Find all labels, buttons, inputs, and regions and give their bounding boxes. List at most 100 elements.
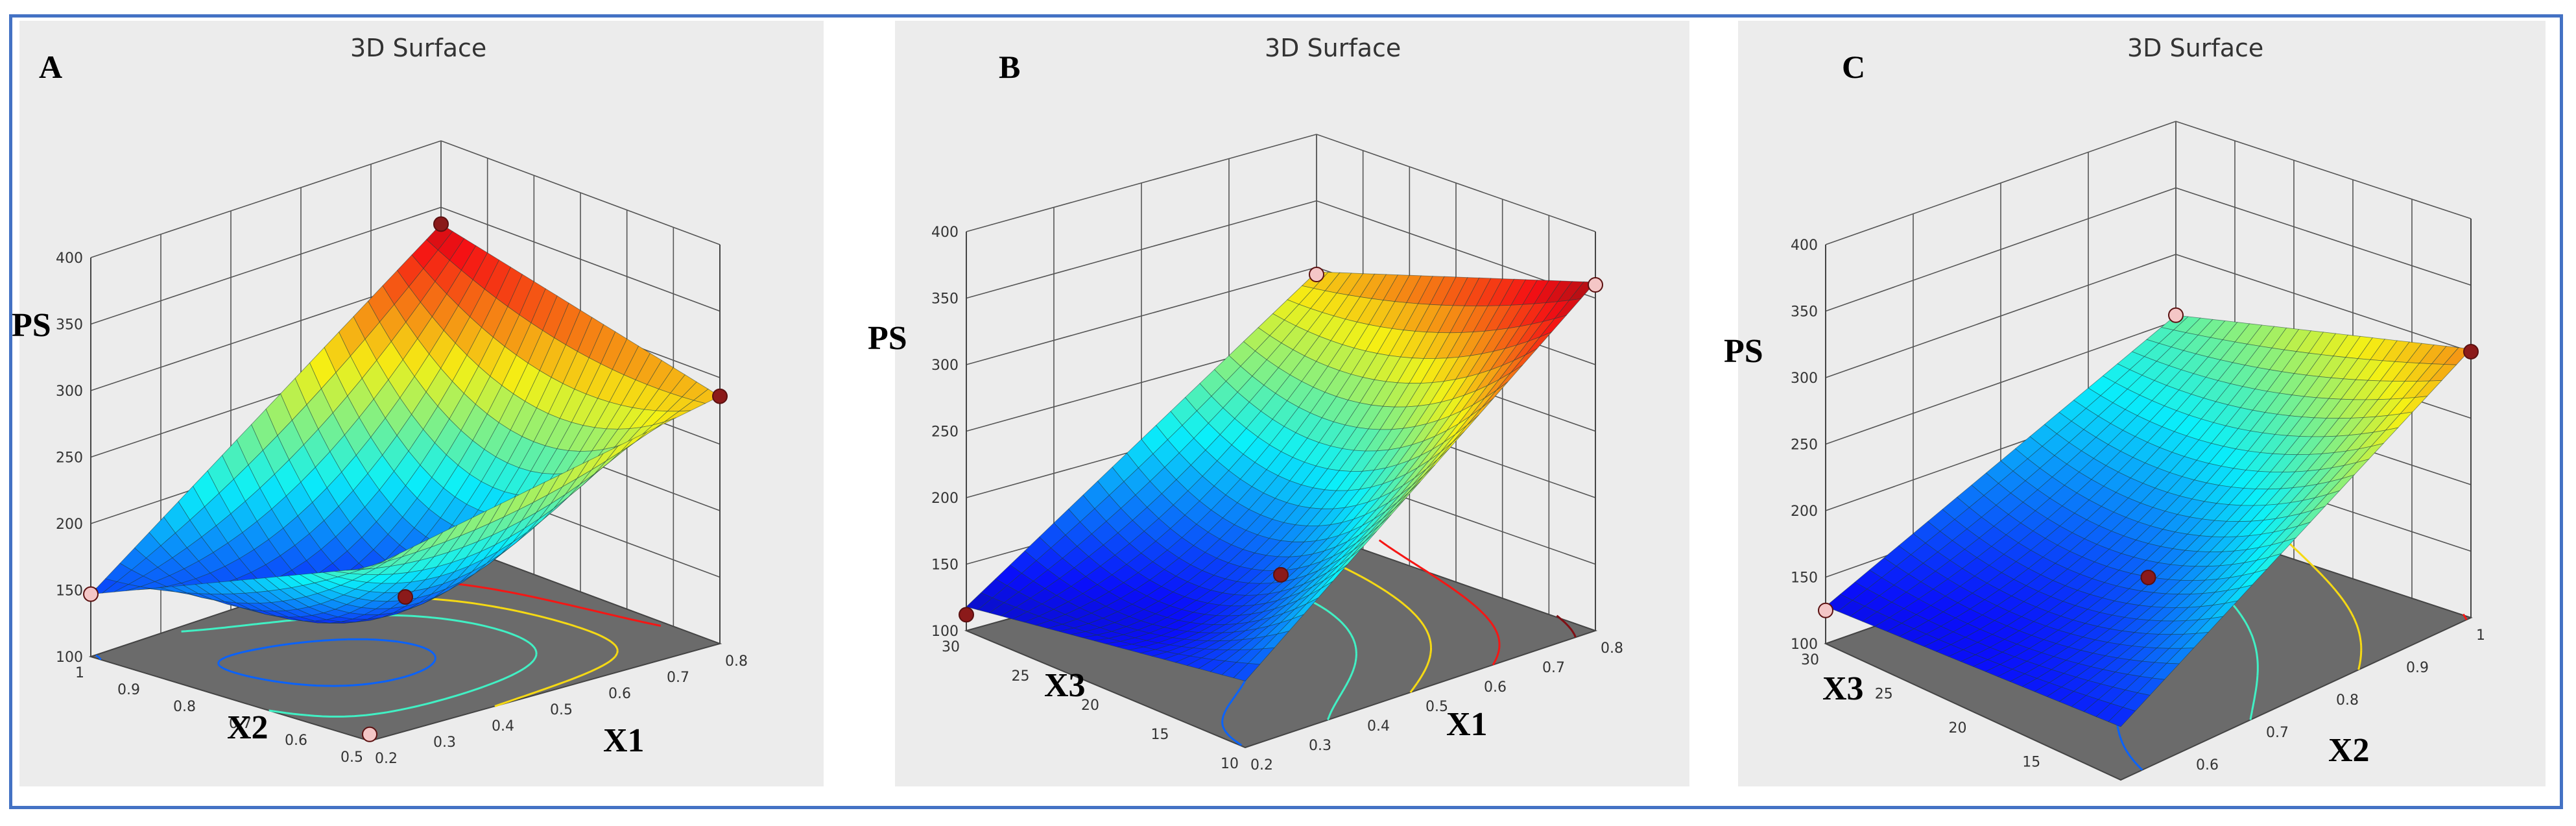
panel-letter-c: C bbox=[1842, 49, 1866, 85]
wall-gridline bbox=[2175, 187, 2472, 286]
z-tick-label: 350 bbox=[56, 317, 83, 334]
x-tick-label: 0.6 bbox=[2196, 757, 2219, 773]
z-tick-label: 250 bbox=[56, 450, 83, 467]
wall-gridline bbox=[90, 206, 442, 325]
x-tick-label: 0.6 bbox=[1484, 679, 1507, 696]
y-tick-label: 20 bbox=[1949, 720, 1967, 736]
surface-panel-c: 1001502002503003504000.50.60.70.80.91101… bbox=[1724, 21, 2546, 786]
y-axis-label-c: X3 bbox=[1822, 670, 1864, 707]
z-tick-label: 150 bbox=[1791, 570, 1818, 587]
design-points bbox=[1818, 307, 2479, 618]
y-tick-label: 0.5 bbox=[340, 749, 363, 766]
design-point bbox=[398, 589, 413, 605]
wall-gridline bbox=[2175, 254, 2472, 352]
z-tick-label: 150 bbox=[931, 557, 959, 574]
wall-gridline bbox=[90, 140, 442, 258]
contour-line bbox=[2462, 613, 2468, 620]
contour-line bbox=[95, 638, 436, 687]
design-point bbox=[2463, 344, 2479, 359]
z-tick-label: 300 bbox=[1791, 370, 1818, 387]
tick-labels: 100 150 200 250 300 350 400 0.2 0.3 0.4 0.5 0.6 0.7 0… bbox=[56, 250, 748, 767]
surface-mesh bbox=[89, 223, 721, 624]
z-tick-label: 200 bbox=[1791, 504, 1818, 520]
tick-labels: 1001502002503003504000.50.60.70.80.91101… bbox=[1791, 237, 2485, 773]
x-tick-label: 0.5 bbox=[550, 702, 573, 718]
x-tick-label: 1 bbox=[2476, 627, 2485, 644]
x-axis-label-c: X2 bbox=[2328, 732, 2370, 769]
y-axis-label-b: X3 bbox=[1044, 667, 1086, 704]
y-tick-label: 25 bbox=[1875, 686, 1893, 703]
design-point bbox=[362, 726, 377, 742]
x-tick-label: 0.4 bbox=[492, 718, 514, 735]
surface-mesh bbox=[966, 271, 1596, 681]
y-tick-label: 0.9 bbox=[117, 682, 140, 698]
x-tick-label: 0.5 bbox=[1425, 699, 1448, 715]
z-axis-label-b: PS bbox=[868, 320, 907, 357]
z-tick-label: 400 bbox=[56, 250, 83, 267]
y-tick-label: 25 bbox=[1012, 668, 1030, 685]
z-tick-label: 400 bbox=[1791, 237, 1818, 254]
z-axis-label-c: PS bbox=[1724, 333, 1763, 370]
x-tick-label: 0.2 bbox=[375, 751, 398, 767]
design-point bbox=[959, 607, 974, 623]
design-point bbox=[2168, 307, 2184, 323]
y-tick-label: 10 bbox=[1221, 756, 1239, 772]
surface-mesh bbox=[1825, 315, 2472, 727]
x-tick-label: 0.8 bbox=[725, 653, 748, 670]
x-tick-label: 0.9 bbox=[2406, 660, 2429, 676]
design-point bbox=[2140, 570, 2156, 585]
surface-panel-b: 100 150 200 250 300 350 400 0.2 0.3 0.4 0.5 0.6 0.7 0… bbox=[868, 21, 1689, 786]
z-tick-label: 300 bbox=[931, 358, 959, 374]
x-tick-label: 0.2 bbox=[1250, 757, 1273, 773]
x-tick-label: 0.3 bbox=[433, 735, 456, 751]
contour-line bbox=[1378, 539, 1501, 666]
design-points bbox=[83, 216, 728, 742]
design-point bbox=[83, 586, 99, 602]
y-tick-label: 0.7 bbox=[229, 716, 252, 732]
tick-labels: 100 150 200 250 300 350 400 0.2 0.3 0.4 0.5 0.6 0.7 0… bbox=[931, 225, 1623, 773]
surface-cell bbox=[358, 561, 385, 570]
y-tick-label: 30 bbox=[942, 639, 960, 655]
z-tick-label: 200 bbox=[56, 516, 83, 533]
design-point bbox=[1273, 566, 1289, 583]
y-tick-label: 0.6 bbox=[285, 733, 307, 749]
panel-letter-b: B bbox=[999, 49, 1021, 85]
x-axis-label-b: X1 bbox=[1446, 706, 1488, 743]
z-tick-label: 250 bbox=[1791, 437, 1818, 454]
x-tick-label: 0.3 bbox=[1309, 738, 1331, 754]
x-axis-label-a: X1 bbox=[603, 722, 645, 759]
x-tick-label: 0.8 bbox=[2336, 692, 2359, 709]
design-point bbox=[1588, 277, 1603, 293]
z-tick-label: 400 bbox=[931, 225, 959, 241]
surface-plot-b: 100 150 200 250 300 350 400 0.2 0.3 0.4 0.5 0.6 0.7 0… bbox=[931, 134, 1623, 773]
z-tick-label: 250 bbox=[931, 424, 959, 441]
y-tick-label: 0.8 bbox=[173, 699, 196, 715]
y-tick-label: 15 bbox=[1151, 727, 1169, 743]
x-tick-label: 0.4 bbox=[1367, 718, 1390, 735]
z-tick-label: 350 bbox=[1791, 304, 1818, 321]
y-tick-label: 1 bbox=[75, 665, 84, 681]
x-tick-label: 0.8 bbox=[1601, 640, 1623, 657]
x-tick-label: 0.7 bbox=[667, 670, 689, 686]
wall-gridline bbox=[2175, 121, 2472, 219]
z-tick-label: 300 bbox=[56, 383, 83, 400]
surface-cell bbox=[2108, 707, 2136, 727]
z-tick-label: 100 bbox=[56, 650, 83, 666]
z-tick-label: 350 bbox=[931, 291, 959, 308]
chart-title-b: 3D Surface bbox=[1265, 34, 1401, 62]
x-tick-label: 0.6 bbox=[608, 686, 631, 702]
design-point bbox=[433, 216, 449, 232]
chart-title-c: 3D Surface bbox=[2127, 34, 2264, 62]
z-tick-label: 100 bbox=[931, 624, 959, 640]
surface-cell bbox=[1233, 662, 1261, 681]
z-tick-label: 100 bbox=[1791, 637, 1818, 653]
y-tick-label: 20 bbox=[1081, 698, 1099, 714]
y-axis-label-a: X2 bbox=[227, 709, 268, 746]
y-tick-label: 30 bbox=[1801, 652, 1819, 668]
panel-letter-a: A bbox=[39, 49, 63, 85]
z-tick-label: 150 bbox=[56, 583, 83, 600]
surface-panel-a: 100 150 200 250 300 350 400 0.2 0.3 0.4 0.5 0.6 0.7 0… bbox=[12, 21, 824, 786]
x-tick-label: 0.7 bbox=[2266, 725, 2289, 741]
contour-line bbox=[1556, 614, 1577, 638]
design-points bbox=[959, 267, 1603, 623]
